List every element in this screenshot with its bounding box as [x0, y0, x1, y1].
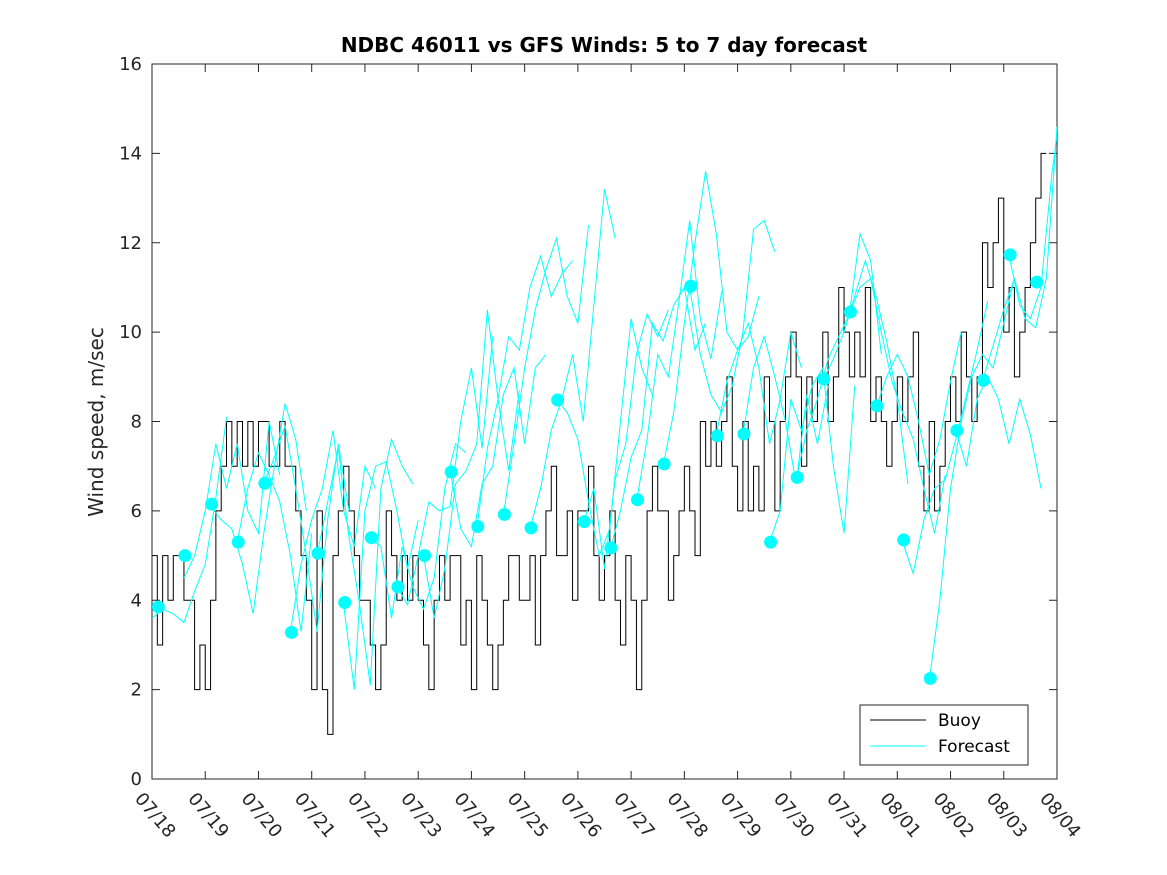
y-tick-label: 12: [119, 233, 142, 254]
forecast-marker: [977, 373, 991, 387]
forecast-series-line: [902, 300, 989, 576]
buoy-series-line: [152, 152, 1047, 735]
y-tick-label: 2: [131, 680, 142, 701]
forecast-series-line: [715, 321, 802, 444]
forecast-marker: [364, 531, 378, 545]
forecast-series-line: [635, 220, 723, 503]
forecast-marker: [950, 423, 964, 437]
legend-buoy-label: Buoy: [938, 711, 981, 731]
forecast-series-line: [742, 334, 829, 485]
forecast-marker: [205, 497, 219, 511]
forecast-marker: [497, 507, 511, 521]
forecast-marker: [790, 470, 804, 484]
forecast-marker: [923, 671, 937, 685]
forecast-marker: [152, 600, 165, 614]
y-tick-label: 14: [119, 143, 142, 164]
y-tick-label: 0: [131, 769, 142, 790]
forecast-marker: [684, 279, 698, 293]
forecast-series-line: [423, 309, 520, 619]
forecast-marker: [524, 521, 538, 535]
legend: Buoy Forecast: [859, 704, 1029, 766]
forecast-marker: [1030, 275, 1044, 289]
y-tick-label: 10: [119, 322, 142, 343]
forecast-series-line: [689, 219, 776, 414]
forecast-series-line: [449, 354, 547, 549]
forecast-series-line: [822, 258, 909, 485]
forecast-series-line: [1008, 135, 1057, 320]
forecast-series-line: [582, 309, 669, 570]
forecast-series-line: [795, 231, 882, 480]
forecast-marker: [710, 429, 724, 443]
forecast-marker: [817, 372, 831, 386]
forecast-marker: [1003, 248, 1017, 262]
y-axis-label: Wind speed, m/sec: [84, 327, 108, 517]
forecast-series-line: [236, 451, 313, 632]
forecast-series-line: [981, 126, 1057, 382]
legend-forecast-label: Forecast: [938, 737, 1010, 757]
forecast-marker: [577, 515, 591, 529]
forecast-series-line: [928, 278, 1015, 681]
y-tick-label: 6: [131, 501, 142, 522]
forecast-marker: [843, 305, 857, 319]
forecast-marker: [284, 625, 298, 639]
forecast-marker: [604, 541, 618, 555]
forecast-marker: [551, 393, 565, 407]
forecast-marker: [471, 520, 485, 534]
forecast-marker: [444, 465, 458, 479]
forecast-marker: [897, 533, 911, 547]
forecast-series-line: [476, 254, 573, 529]
forecast-series-line: [263, 425, 350, 632]
forecast-series-line: [289, 430, 377, 632]
forecast-series-line: [662, 171, 760, 467]
forecast-marker: [631, 493, 645, 507]
forecast-series-line: [848, 277, 946, 534]
forecast-series-line: [396, 336, 494, 607]
forecast-series-line: [955, 375, 1042, 489]
forecast-marker: [338, 595, 352, 609]
forecast-marker: [231, 535, 245, 549]
forecast-series-line: [875, 332, 962, 476]
forecast-series-line: [529, 189, 616, 529]
forecast-marker: [737, 427, 751, 441]
plot-data: [152, 126, 1057, 735]
forecast-marker: [418, 549, 432, 563]
forecast-series-line: [316, 437, 414, 686]
y-tick-label: 16: [119, 54, 142, 75]
forecast-marker: [391, 580, 405, 594]
y-tick-label: 4: [131, 590, 142, 611]
forecast-series-line: [210, 403, 307, 614]
forecast-marker: [258, 476, 272, 490]
forecast-marker: [657, 457, 671, 471]
forecast-series-line: [556, 318, 653, 558]
forecast-marker: [311, 546, 325, 560]
chart-title: NDBC 46011 vs GFS Winds: 5 to 7 day fore…: [341, 33, 868, 57]
forecast-marker: [870, 399, 884, 413]
forecast-series-line: [502, 224, 590, 516]
legend-box: [859, 704, 1029, 766]
forecast-series-line: [769, 366, 856, 543]
forecast-marker: [178, 549, 192, 563]
forecast-marker: [764, 535, 778, 549]
forecast-series-line: [609, 286, 707, 552]
y-tick-label: 8: [131, 412, 142, 433]
